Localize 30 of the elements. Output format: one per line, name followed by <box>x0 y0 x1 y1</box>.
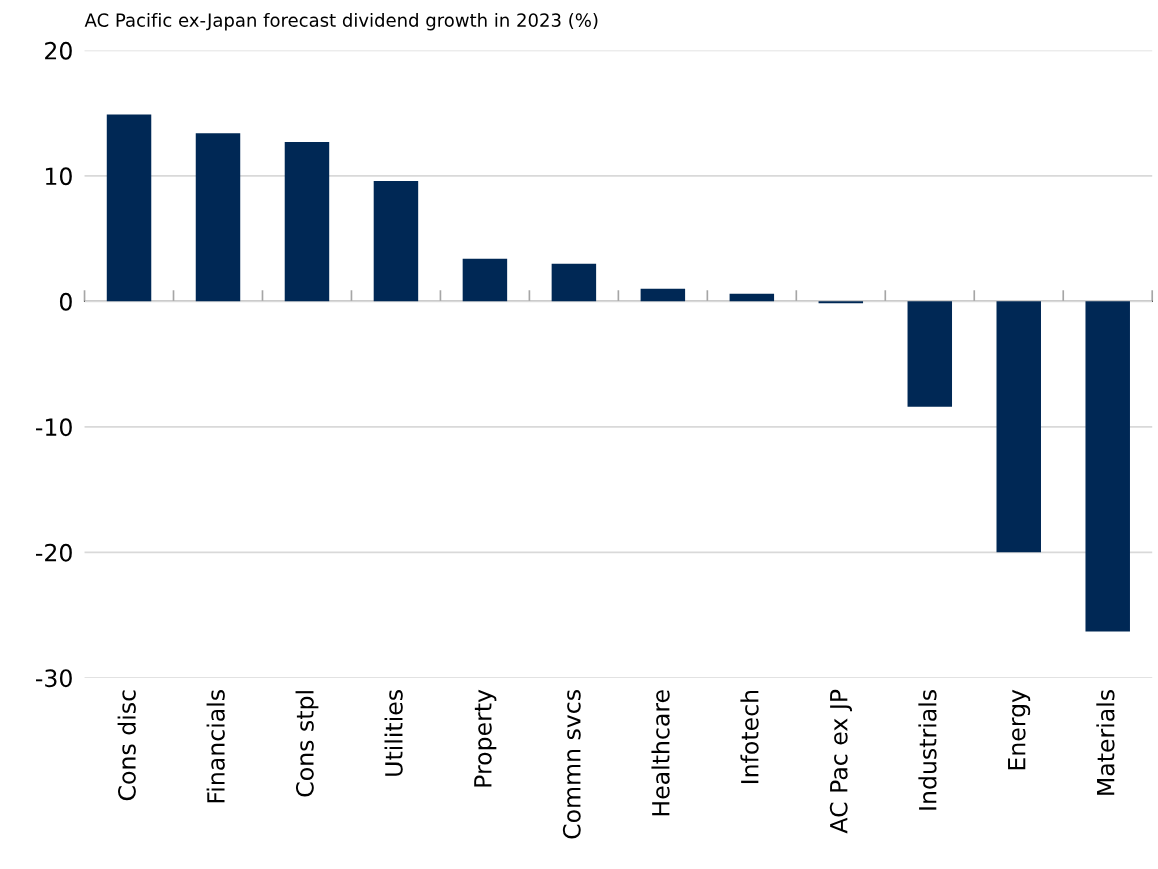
bar <box>729 293 775 302</box>
y-tick-label: 10 <box>45 167 72 186</box>
bar <box>106 114 152 302</box>
x-tick-label: Utilities <box>384 690 403 776</box>
x-tick-label: AC Pac ex JP <box>829 689 853 834</box>
x-tick-label: Infotech <box>740 690 759 784</box>
y-tick-label: 20 <box>45 41 72 60</box>
x-tick-label: Cons stpl <box>295 691 319 797</box>
x-tick-label: Energy <box>1008 689 1031 770</box>
bar <box>195 133 241 302</box>
x-tick-label: Healthcare <box>651 690 670 816</box>
chart-title: AC Pacific ex-Japan forecast dividend growth in 2023 (%) <box>84 12 598 31</box>
bar <box>996 301 1041 553</box>
bar <box>284 142 330 302</box>
y-tick-label: -20 <box>36 543 72 562</box>
x-tick-label: Industrials <box>918 690 937 810</box>
bar <box>907 301 953 407</box>
bar <box>640 288 686 302</box>
bar <box>1085 301 1130 632</box>
bar <box>373 180 419 302</box>
x-tick-label: Financials <box>206 690 225 803</box>
y-tick-label: -30 <box>36 669 72 688</box>
x-tick-label: Commn svcs <box>562 690 581 839</box>
x-tick-label: Cons disc <box>117 690 136 801</box>
y-tick-label: -10 <box>36 418 72 437</box>
y-tick-label: 0 <box>59 292 72 311</box>
x-tick-label: Property <box>474 689 497 787</box>
bar <box>551 263 597 302</box>
x-tick-label: Materials <box>1096 690 1115 795</box>
bar <box>462 258 508 302</box>
